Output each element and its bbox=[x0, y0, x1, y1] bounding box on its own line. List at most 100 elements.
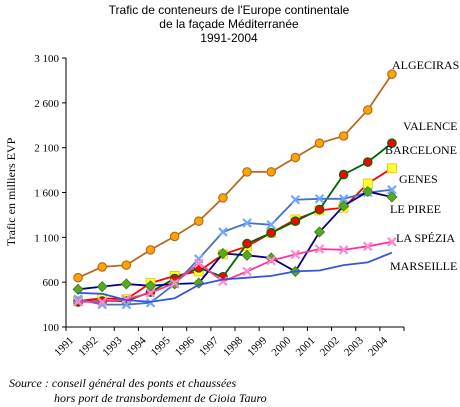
x-tick-label: 1995 bbox=[149, 334, 173, 358]
data-point bbox=[242, 266, 252, 277]
x-tick-label: 1992 bbox=[76, 335, 100, 359]
x-tick-label: 2002 bbox=[318, 335, 342, 359]
data-point bbox=[266, 255, 276, 266]
data-point bbox=[266, 220, 276, 230]
data-point bbox=[314, 204, 325, 215]
series-la-sp-zia bbox=[73, 237, 397, 307]
x-axis-ticks: 1991 1992 1993 1994 1995 1996 1997 1998 1999 2000… bbox=[52, 327, 405, 359]
data-point bbox=[145, 288, 156, 298]
data-point bbox=[72, 283, 84, 295]
source-note: Source : conseil général des ponts et ch… bbox=[9, 376, 267, 405]
data-point bbox=[193, 216, 204, 226]
source-line-1: Source : conseil général des ponts et ch… bbox=[9, 376, 236, 390]
data-point bbox=[387, 185, 397, 195]
data-point bbox=[121, 260, 132, 270]
chart-title-line-2: de la façade Méditerranée bbox=[159, 17, 299, 31]
series-label: LE PIREE bbox=[390, 202, 441, 216]
data-point bbox=[290, 216, 301, 226]
chart-title-line-1: Trafic de conteneurs de l'Europe contine… bbox=[109, 3, 350, 17]
series-label: BARCELONE bbox=[385, 143, 457, 157]
source-line-2: hors port de transbordement de Gioia Tau… bbox=[54, 391, 267, 405]
data-point bbox=[338, 169, 349, 180]
data-point bbox=[387, 237, 397, 247]
x-tick-label: 1993 bbox=[100, 334, 124, 358]
plot-axes bbox=[65, 58, 404, 328]
data-point bbox=[218, 227, 228, 237]
data-point bbox=[120, 278, 132, 290]
data-point bbox=[386, 191, 398, 203]
data-point bbox=[242, 238, 252, 249]
series-label: LA SPÉZIA bbox=[396, 231, 455, 245]
y-axis-label: Trafic en milliers EVP bbox=[4, 137, 18, 246]
data-point bbox=[314, 193, 325, 204]
y-tick-label: 3 100 bbox=[34, 53, 59, 65]
data-point bbox=[218, 193, 228, 203]
data-point bbox=[314, 138, 325, 148]
data-point bbox=[169, 278, 180, 288]
data-point bbox=[96, 281, 108, 293]
data-point bbox=[97, 297, 107, 307]
data-point bbox=[338, 200, 350, 212]
x-tick-label: 2000 bbox=[269, 334, 293, 358]
y-tick-label: 600 bbox=[43, 277, 60, 289]
data-point bbox=[363, 241, 373, 252]
data-point bbox=[194, 258, 204, 269]
series-barcelone bbox=[73, 138, 397, 307]
data-point bbox=[290, 249, 301, 260]
series-label: GENES bbox=[399, 172, 438, 186]
data-point bbox=[266, 167, 277, 177]
x-tick-label: 1999 bbox=[245, 334, 269, 358]
data-point bbox=[362, 105, 373, 115]
series-line bbox=[78, 240, 393, 303]
x-tick-label: 1997 bbox=[197, 334, 221, 358]
data-point bbox=[314, 244, 325, 254]
x-tick-label: 1998 bbox=[221, 334, 245, 358]
series-label: ALGECIRAS bbox=[392, 58, 459, 72]
data-point bbox=[73, 272, 83, 283]
series-marseille bbox=[78, 251, 393, 303]
series-algeciras bbox=[73, 69, 397, 283]
data-point bbox=[242, 218, 252, 228]
data-point bbox=[338, 193, 349, 204]
data-point bbox=[242, 167, 252, 177]
data-point bbox=[387, 163, 397, 174]
y-tick-label: 1 600 bbox=[34, 188, 59, 200]
data-point bbox=[338, 245, 349, 255]
x-tick-label: 1994 bbox=[125, 334, 149, 358]
data-point bbox=[97, 262, 108, 272]
data-series bbox=[72, 69, 398, 310]
y-tick-label: 2 100 bbox=[34, 143, 59, 155]
data-point bbox=[241, 249, 253, 261]
data-point bbox=[387, 138, 397, 148]
data-point bbox=[362, 186, 374, 198]
data-point bbox=[290, 152, 301, 163]
series-le-piree bbox=[72, 186, 398, 295]
series-line bbox=[78, 251, 393, 303]
series-labels: ALGECIRAS VALENCE BARCELONE GENES LE PIREE LA… bbox=[385, 58, 459, 273]
data-point bbox=[338, 131, 349, 141]
data-point bbox=[387, 69, 397, 79]
data-point bbox=[217, 247, 229, 260]
data-point bbox=[313, 226, 326, 238]
x-tick-label: 2003 bbox=[342, 334, 366, 358]
data-point bbox=[73, 297, 83, 307]
chart-title-line-3: 1991-2004 bbox=[200, 31, 258, 45]
x-tick-label: 2001 bbox=[294, 335, 318, 359]
data-point bbox=[145, 245, 156, 255]
x-tick-label: 1991 bbox=[52, 335, 76, 359]
series-line bbox=[77, 188, 393, 306]
data-point bbox=[266, 228, 277, 238]
series-label: VALENCE bbox=[403, 119, 457, 133]
y-tick-label: 2 600 bbox=[34, 98, 59, 110]
y-axis-ticks: 100 600 1 100 1 600 2 100 2 600 3 100 bbox=[34, 53, 66, 334]
series-label: MARSEILLE bbox=[390, 259, 457, 273]
data-point bbox=[169, 231, 180, 242]
data-point bbox=[362, 157, 373, 167]
data-point bbox=[144, 280, 157, 292]
chart-title: Trafic de conteneurs de l'Europe contine… bbox=[109, 3, 350, 45]
x-tick-label: 1996 bbox=[173, 334, 197, 358]
y-tick-label: 1 100 bbox=[34, 232, 59, 244]
x-tick-label: 2004 bbox=[366, 334, 390, 358]
y-tick-label: 100 bbox=[43, 322, 60, 334]
